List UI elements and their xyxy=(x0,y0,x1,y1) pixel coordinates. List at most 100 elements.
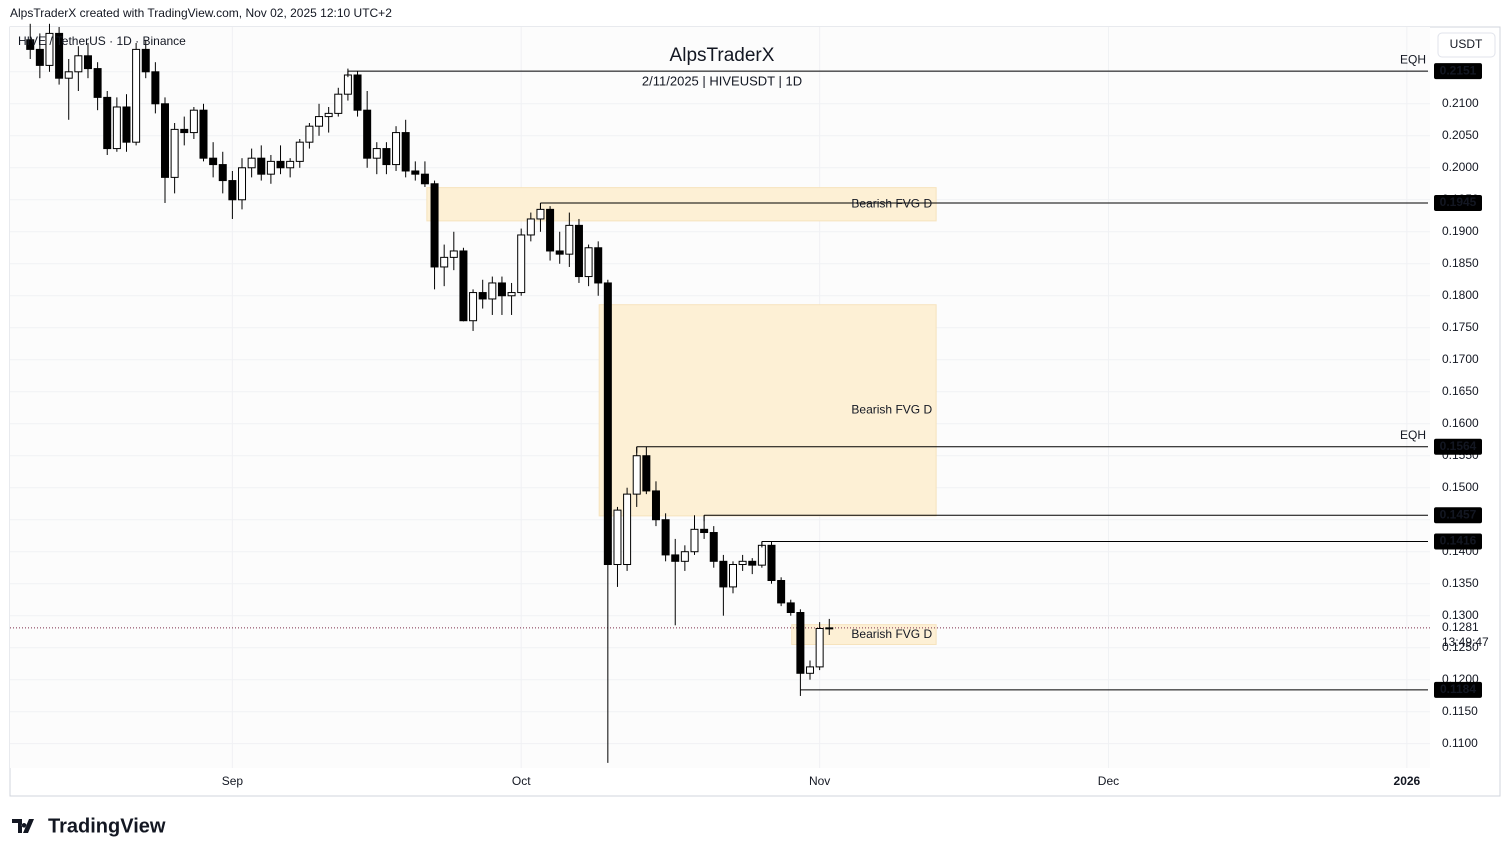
candle-body xyxy=(93,68,102,98)
candle-body xyxy=(603,282,612,566)
candle-body xyxy=(613,509,622,566)
y-tick-label: 0.1600 xyxy=(1442,416,1479,430)
candle-body xyxy=(363,109,372,159)
y-tick-label: 0.2100 xyxy=(1442,96,1479,110)
candle-body xyxy=(209,157,218,166)
candle-body xyxy=(777,580,786,604)
candle-body xyxy=(786,602,795,614)
y-tick-label: 0.1850 xyxy=(1442,256,1479,270)
candle-body xyxy=(517,234,526,294)
y-tick-label: 0.1650 xyxy=(1442,384,1479,398)
candle-body xyxy=(286,160,295,169)
candle-body xyxy=(180,128,189,134)
candle-body xyxy=(257,157,266,175)
candle-body xyxy=(35,48,44,66)
candle-body xyxy=(160,103,169,178)
candle-body xyxy=(757,544,766,566)
x-tick-label: 2026 xyxy=(1394,774,1421,788)
candle-body xyxy=(632,455,641,495)
candle-body xyxy=(334,93,343,114)
candle-body xyxy=(796,612,805,674)
price-tag-label: 0.1416 xyxy=(1440,534,1477,548)
candle-body xyxy=(372,148,381,159)
candle-body xyxy=(189,109,198,134)
candle-body xyxy=(469,292,478,322)
y-tick-label: 0.1750 xyxy=(1442,320,1479,334)
x-tick-label: Dec xyxy=(1098,774,1119,788)
candle-body xyxy=(748,560,757,566)
candle-body xyxy=(651,490,660,521)
logo xyxy=(12,819,34,833)
currency[interactable]: USDT xyxy=(1450,37,1483,51)
candle-body xyxy=(507,292,516,297)
candle-body xyxy=(815,628,824,668)
y-tick-label: 0.1900 xyxy=(1442,224,1479,238)
symbol: HIVE / TetherUS · 1D · Binance xyxy=(18,34,186,48)
y-tick-label: 0.1500 xyxy=(1442,480,1479,494)
chart-subtitle: 2/11/2025 | HIVEUSDT | 1D xyxy=(642,73,802,88)
y-tick-label: 0.1250 xyxy=(1442,640,1479,654)
candle-body xyxy=(574,224,583,278)
candle-body xyxy=(700,528,709,534)
candle-body xyxy=(680,551,689,562)
candle-body xyxy=(276,160,285,169)
candle-body xyxy=(806,666,815,674)
price-tag xyxy=(1434,533,1482,550)
candle-body xyxy=(449,250,458,258)
candle-body xyxy=(584,247,593,278)
candle-body xyxy=(536,208,545,220)
fvg-zone xyxy=(426,187,937,222)
candle-body xyxy=(546,208,555,252)
candle-body xyxy=(728,564,737,588)
y-tick-label: 0.2000 xyxy=(1442,160,1479,174)
y-tick-label: 0.1100 xyxy=(1442,736,1478,750)
candle-body xyxy=(565,224,574,255)
fvg-zone xyxy=(598,304,937,517)
price-tag xyxy=(1434,681,1482,698)
candle-body xyxy=(295,141,304,162)
candle-body xyxy=(594,247,603,284)
candle-body xyxy=(74,55,83,73)
candle-body xyxy=(392,132,401,166)
candle-body xyxy=(526,218,535,236)
price-tag-label: 0.1564 xyxy=(1440,439,1477,453)
zone-label: Bearish FVG D xyxy=(851,196,932,210)
fvg-zone xyxy=(791,624,937,645)
price-tag xyxy=(1434,63,1482,80)
candle-body xyxy=(488,282,497,300)
zone-label: Bearish FVG D xyxy=(851,402,932,416)
candle-body xyxy=(738,560,747,566)
candle-body xyxy=(218,164,227,182)
candle-body xyxy=(151,71,160,105)
candle-body xyxy=(199,109,208,159)
price-tag-label: 0.1184 xyxy=(1440,682,1476,696)
x-tick-label: Sep xyxy=(222,774,244,788)
candle-body xyxy=(497,282,506,297)
countdown: 13:49:47 xyxy=(1442,635,1489,649)
currency-button[interactable] xyxy=(1437,32,1496,58)
price-tag-label: 0.1457 xyxy=(1440,507,1477,521)
candle-body xyxy=(132,48,141,143)
chart-title: AlpsTraderX xyxy=(670,45,775,66)
candle-body xyxy=(411,170,420,175)
candle-body xyxy=(459,250,468,322)
level-note: EQH xyxy=(1400,428,1426,442)
price-tag-label: 0.1945 xyxy=(1440,195,1477,209)
candle-body xyxy=(661,519,670,556)
candle-body xyxy=(642,455,651,492)
price-tag xyxy=(1434,507,1482,524)
zone-label: Bearish FVG D xyxy=(851,627,932,641)
y-tick-label: 0.2050 xyxy=(1442,128,1479,142)
candle-body xyxy=(767,544,776,582)
candle-body xyxy=(122,106,131,143)
candle-body xyxy=(343,74,352,95)
candle-body xyxy=(170,128,179,178)
x-tick-label: Nov xyxy=(809,774,830,788)
candle-body xyxy=(478,292,487,300)
candle-body xyxy=(305,125,314,143)
candle-body xyxy=(266,160,275,175)
candle-body xyxy=(690,528,699,553)
price-tag xyxy=(1434,438,1482,455)
y-tick-label: 0.1350 xyxy=(1442,576,1479,590)
y-tick-label: 0.1700 xyxy=(1442,352,1479,366)
